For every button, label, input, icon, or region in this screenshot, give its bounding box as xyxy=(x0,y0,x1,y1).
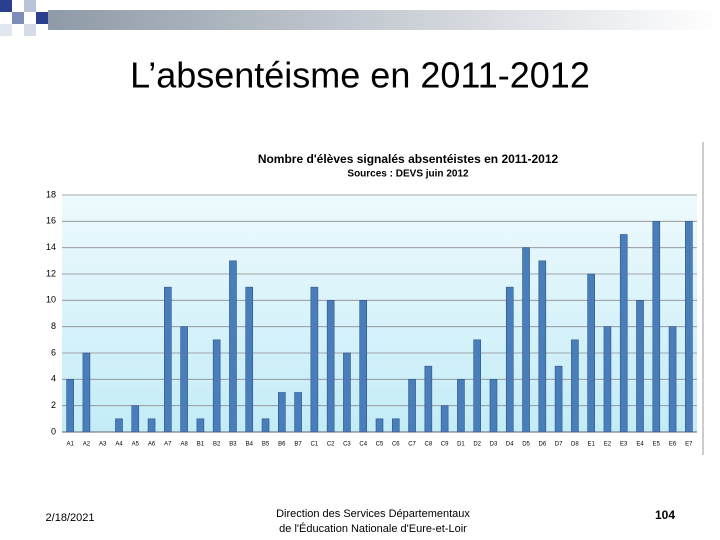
bar xyxy=(278,392,286,433)
bar xyxy=(522,247,530,433)
bar xyxy=(229,260,237,433)
y-tick-label: 14 xyxy=(46,242,56,252)
y-tick-label: 12 xyxy=(46,268,56,278)
y-tick-label: 8 xyxy=(51,321,56,331)
x-tick-label: C1 xyxy=(311,442,319,448)
x-tick-label: A3 xyxy=(99,442,107,448)
x-tick-label: D8 xyxy=(571,442,579,448)
x-tick-label: B6 xyxy=(278,442,286,448)
x-tick-label: D7 xyxy=(555,442,563,448)
bar xyxy=(489,379,498,433)
x-tick-label: C4 xyxy=(359,442,367,448)
x-tick-label: A4 xyxy=(115,442,123,448)
y-tick-label: 4 xyxy=(51,374,56,384)
bar xyxy=(554,365,563,433)
footer: Direction des Services Départementaux xyxy=(276,508,470,520)
bar xyxy=(587,273,595,433)
bar xyxy=(668,326,677,433)
x-tick-label: A1 xyxy=(66,442,74,448)
bar xyxy=(147,418,156,433)
y-tick-label: 16 xyxy=(46,216,56,226)
bar xyxy=(261,418,270,433)
x-tick-label: C2 xyxy=(327,442,335,448)
y-tick-label: 18 xyxy=(46,189,56,199)
bar xyxy=(164,286,172,433)
x-tick-label: B1 xyxy=(197,442,205,448)
date: 2/18/2021 xyxy=(46,512,95,524)
bar xyxy=(473,339,481,433)
x-tick-label: E3 xyxy=(620,442,628,448)
bar xyxy=(310,286,319,433)
bar xyxy=(294,392,302,433)
bar xyxy=(245,286,254,433)
x-tick-label: D2 xyxy=(473,442,481,448)
bar xyxy=(66,379,74,433)
x-tick-label: C8 xyxy=(425,442,433,448)
bar xyxy=(505,286,514,433)
bar xyxy=(571,339,579,433)
bar xyxy=(538,260,547,433)
bar xyxy=(457,379,465,433)
x-tick-label: A6 xyxy=(148,442,156,448)
y-tick-label: 6 xyxy=(51,347,56,357)
x-tick-label: B5 xyxy=(262,442,270,448)
bar xyxy=(424,365,433,433)
x-tick-label: A5 xyxy=(132,442,140,448)
x-tick-label: B2 xyxy=(213,442,221,448)
bar xyxy=(636,300,644,433)
bar xyxy=(603,326,612,433)
bar xyxy=(408,379,416,433)
x-tick-label: E6 xyxy=(669,442,677,448)
x-tick-label: D6 xyxy=(538,442,546,448)
bar xyxy=(619,234,628,433)
x-tick-label: E2 xyxy=(604,442,612,448)
x-tick-label: C5 xyxy=(376,442,384,448)
bar xyxy=(115,418,123,433)
bar xyxy=(131,405,140,433)
page-number: 104 xyxy=(655,508,675,522)
x-tick-label: A2 xyxy=(83,442,91,448)
bar xyxy=(180,326,188,433)
x-tick-label: E4 xyxy=(636,442,644,448)
x-tick-label: A8 xyxy=(180,442,188,448)
x-tick-label: D4 xyxy=(506,442,514,448)
footer: de l'Éducation Nationale d'Eure-et-Loir xyxy=(279,522,467,535)
bar xyxy=(652,221,661,433)
x-tick-label: C3 xyxy=(343,442,351,448)
x-tick-label: C7 xyxy=(408,442,416,448)
bar xyxy=(440,405,449,433)
x-tick-label: C9 xyxy=(441,442,449,448)
y-tick-label: 0 xyxy=(51,426,56,436)
x-tick-label: E7 xyxy=(685,442,693,448)
bar xyxy=(391,418,400,433)
bar xyxy=(326,300,335,433)
x-tick-label: D5 xyxy=(522,442,530,448)
y-tick-label: 10 xyxy=(46,295,56,305)
x-tick-label: A7 xyxy=(164,442,172,448)
bar xyxy=(212,339,221,433)
x-tick-label: D3 xyxy=(490,442,498,448)
y-tick-label: 2 xyxy=(51,400,56,410)
x-tick-label: B3 xyxy=(229,442,237,448)
bar xyxy=(685,221,693,433)
bar xyxy=(196,418,205,433)
bar xyxy=(375,418,384,433)
x-tick-label: E1 xyxy=(587,442,595,448)
chart-subtitle: Sources : DEVS juin 2012 xyxy=(347,169,469,180)
slide-title: L’absentéisme en 2011-2012 xyxy=(130,55,590,96)
x-tick-label: E5 xyxy=(653,442,661,448)
x-tick-label: D1 xyxy=(457,442,465,448)
x-tick-label: B4 xyxy=(246,442,254,448)
bar xyxy=(359,300,368,433)
bar xyxy=(82,352,91,433)
bar xyxy=(343,352,351,433)
chart-title: Nombre d'élèves signalés absentéistes en… xyxy=(258,152,559,166)
x-tick-label: B7 xyxy=(294,442,302,448)
x-tick-label: C6 xyxy=(392,442,400,448)
